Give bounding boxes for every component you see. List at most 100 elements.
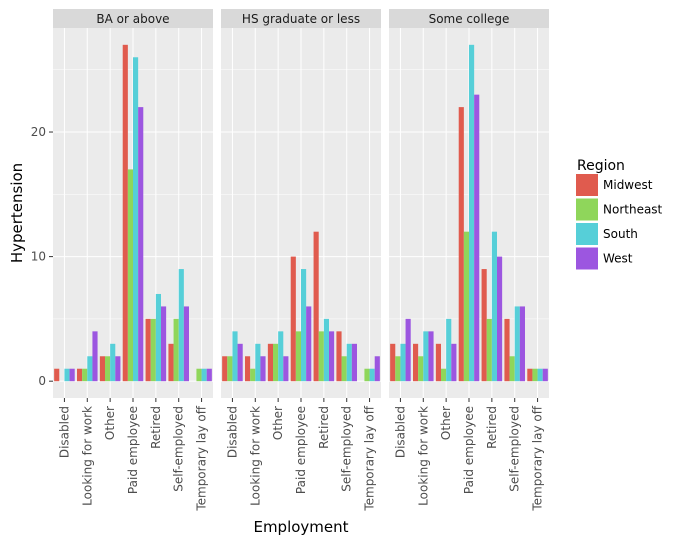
legend-title: Region	[577, 158, 625, 174]
bar-midwest	[267, 343, 273, 382]
x-tick-label: Self-employed	[340, 406, 354, 492]
bar-midwest	[413, 343, 419, 382]
bar-west	[542, 368, 548, 382]
bar-midwest	[458, 107, 464, 382]
bar-south	[301, 269, 307, 382]
bar-northeast	[127, 169, 133, 382]
bar-south	[514, 306, 520, 382]
bar-northeast	[196, 368, 202, 382]
bar-south	[255, 343, 261, 382]
bar-northeast	[364, 368, 370, 382]
bar-midwest	[313, 231, 319, 382]
x-tick-label: Other	[439, 406, 453, 440]
x-tick-label: Looking for work	[248, 406, 262, 506]
bar-midwest	[504, 318, 510, 382]
y-tick-label: 0	[38, 374, 46, 388]
facet-label: Some college	[429, 12, 510, 26]
bar-northeast	[150, 318, 156, 382]
x-tick-label: Paid employee	[462, 406, 476, 494]
bar-northeast	[395, 356, 401, 382]
x-tick-label: Looking for work	[416, 406, 430, 506]
legend-label: Midwest	[603, 178, 653, 192]
y-tick-label: 20	[31, 125, 46, 139]
bar-south	[469, 44, 475, 382]
bar-northeast	[173, 318, 179, 382]
x-tick-label: Other	[271, 406, 285, 440]
bar-midwest	[481, 269, 487, 382]
bar-west	[161, 306, 167, 382]
facet-label: BA or above	[96, 12, 169, 26]
bar-west	[405, 318, 411, 382]
x-tick-label: Other	[103, 406, 117, 440]
bar-northeast	[486, 318, 492, 382]
bar-south	[87, 356, 93, 382]
bar-west	[428, 331, 434, 382]
bar-northeast	[463, 231, 469, 382]
x-axis-title: Employment	[253, 518, 348, 536]
x-tick-label: Paid employee	[294, 406, 308, 494]
x-tick-label: Retired	[485, 406, 499, 449]
bar-south	[491, 231, 497, 382]
bar-northeast	[227, 356, 233, 382]
bar-midwest	[222, 356, 228, 382]
bar-midwest	[435, 343, 441, 382]
bar-west	[519, 306, 525, 382]
bar-midwest	[527, 368, 533, 382]
bar-midwest	[245, 356, 251, 382]
bar-west	[497, 256, 503, 382]
bar-west	[474, 94, 480, 382]
bar-west	[351, 343, 357, 382]
bar-midwest	[290, 256, 296, 382]
bar-midwest	[168, 343, 174, 382]
legend-label: South	[603, 227, 638, 241]
legend-label: Northeast	[603, 203, 663, 217]
bar-west	[138, 107, 144, 382]
x-tick-label: Self-employed	[508, 406, 522, 492]
bar-south	[133, 57, 139, 382]
bar-south	[232, 331, 238, 382]
bar-west	[237, 343, 243, 382]
bar-northeast	[295, 331, 301, 382]
y-axis-title: Hypertension	[8, 163, 26, 263]
facet-strip	[221, 9, 381, 28]
legend-key-south	[576, 223, 598, 245]
bar-west	[306, 306, 312, 382]
bar-west	[260, 356, 266, 382]
bar-midwest	[122, 44, 128, 382]
bar-south	[178, 269, 184, 382]
bar-south	[423, 331, 429, 382]
bar-south	[110, 343, 116, 382]
legend-label: West	[603, 252, 633, 266]
bar-west	[206, 368, 212, 382]
bar-northeast	[318, 331, 324, 382]
bar-northeast	[441, 368, 447, 382]
bar-northeast	[250, 368, 256, 382]
x-tick-label: Paid employee	[126, 406, 140, 494]
facet-label: HS graduate or less	[242, 12, 360, 26]
bar-west	[329, 331, 335, 382]
legend-key-west	[576, 247, 598, 270]
bar-west	[183, 306, 189, 382]
bar-west	[92, 331, 98, 382]
x-tick-label: Disabled	[57, 406, 71, 458]
bar-west	[374, 356, 380, 382]
bar-south	[446, 318, 452, 382]
x-tick-label: Self-employed	[172, 406, 186, 492]
y-tick-label: 10	[31, 250, 46, 264]
facet-strip	[53, 9, 213, 28]
x-tick-label: Disabled	[225, 406, 239, 458]
bar-northeast	[105, 356, 111, 382]
x-tick-label: Retired	[317, 406, 331, 449]
bar-south	[537, 368, 543, 382]
bar-south	[155, 293, 161, 382]
bar-west	[283, 356, 289, 382]
x-tick-label: Retired	[149, 406, 163, 449]
bar-south	[323, 318, 329, 382]
legend-key-midwest	[576, 174, 598, 196]
bar-south	[201, 368, 207, 382]
bar-midwest	[77, 368, 83, 382]
bar-northeast	[509, 356, 515, 382]
bar-west	[451, 343, 457, 382]
x-tick-label: Disabled	[393, 406, 407, 458]
bar-south	[346, 343, 352, 382]
